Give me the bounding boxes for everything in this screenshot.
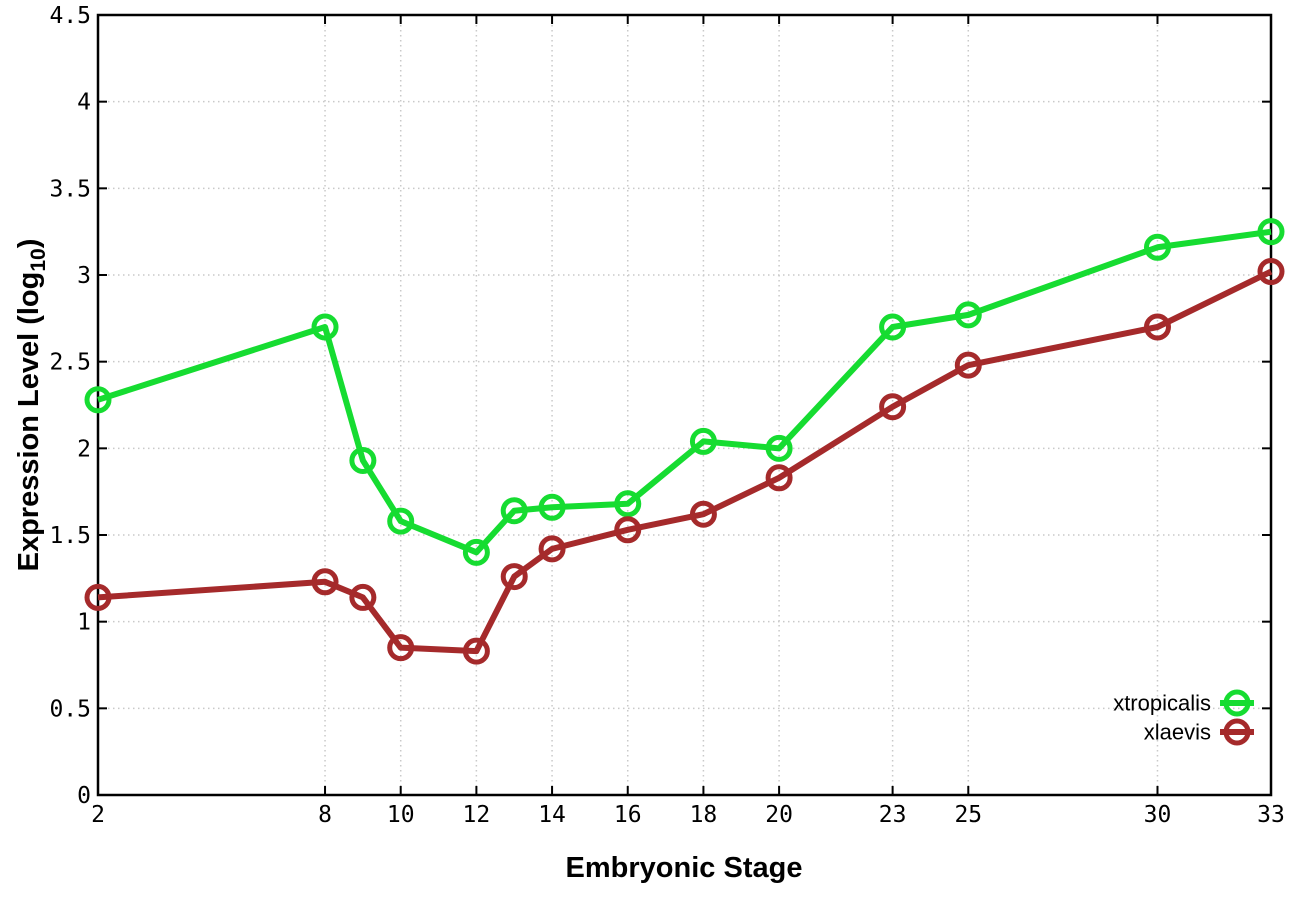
data-point-xtropicalis [689, 427, 717, 455]
data-point-xtropicalis [954, 301, 982, 329]
x-tick-label: 20 [765, 802, 793, 828]
y-axis-title: Expression Level (log10) [13, 239, 50, 572]
data-point-xtropicalis [1143, 233, 1171, 261]
x-tick-label: 2 [91, 802, 105, 828]
data-point-xtropicalis [765, 434, 793, 462]
data-point-xtropicalis [500, 497, 528, 525]
data-point-xlaevis [879, 393, 907, 421]
y-axis-title-subscript: 10 [27, 248, 50, 271]
data-series [84, 218, 1285, 665]
data-point-xlaevis [765, 464, 793, 492]
data-point-xlaevis [462, 637, 490, 665]
data-point-xtropicalis [349, 446, 377, 474]
x-axis-title: Embryonic Stage [566, 852, 803, 884]
x-tick-label: 10 [387, 802, 415, 828]
legend-sample-marker-xtropicalis [1223, 689, 1251, 717]
series-line-xlaevis [97, 268, 1273, 655]
tick-labels: 2 8 10 12 14 16 18 20 23 25 30 33 0 0.5 1 1.5 2 2.5 3 3.5 4 4… [49, 3, 1284, 828]
legend-label-xtropicalis: xtropicalis [1113, 691, 1211, 716]
data-point-xlaevis [1257, 258, 1285, 286]
y-tick-label: 3.5 [49, 176, 91, 202]
y-tick-label: 0.5 [49, 696, 91, 722]
data-point-xlaevis [84, 583, 112, 611]
data-point-xlaevis [538, 535, 566, 563]
x-tick-label: 23 [879, 802, 907, 828]
legend-label-xlaevis: xlaevis [1144, 720, 1211, 745]
x-tick-label: 14 [538, 802, 566, 828]
x-tick-label: 25 [954, 802, 982, 828]
data-point-xtropicalis [462, 538, 490, 566]
legend: xtropicalis xlaevis [1113, 689, 1254, 746]
y-tick-label: 1 [77, 610, 91, 636]
data-point-xlaevis [954, 351, 982, 379]
y-tick-label: 3 [77, 263, 91, 289]
y-tick-label: 4 [77, 90, 91, 116]
data-point-xlaevis [1143, 313, 1171, 341]
data-point-xlaevis [689, 500, 717, 528]
series-line-xtropicalis [97, 228, 1272, 556]
data-point-xtropicalis [538, 493, 566, 521]
y-tick-label: 0 [77, 783, 91, 809]
data-point-xtropicalis [84, 386, 112, 414]
data-point-xtropicalis [1257, 218, 1285, 246]
gridlines [98, 15, 1271, 795]
x-tick-label: 16 [614, 802, 642, 828]
data-point-xlaevis [614, 516, 642, 544]
data-point-xtropicalis [387, 507, 415, 535]
x-tick-label: 30 [1144, 802, 1172, 828]
data-point-xtropicalis [879, 313, 907, 341]
y-tick-label: 4.5 [49, 3, 91, 29]
data-point-xtropicalis [614, 490, 642, 518]
y-axis-title-main: Expression Level (log [13, 272, 45, 572]
x-tick-label: 18 [690, 802, 718, 828]
data-point-xlaevis [311, 568, 339, 596]
y-axis-title-close: ) [13, 239, 45, 249]
y-tick-label: 2.5 [49, 350, 91, 376]
legend-entry-xtropicalis: xtropicalis [1113, 689, 1254, 717]
x-tick-label: 12 [463, 802, 491, 828]
x-tick-label: 8 [318, 802, 332, 828]
data-point-xlaevis [387, 634, 415, 662]
axis-ticks [97, 14, 1272, 796]
y-tick-label: 2 [77, 436, 91, 462]
data-point-xtropicalis [311, 313, 339, 341]
legend-entry-xlaevis: xlaevis [1144, 718, 1254, 746]
x-tick-label: 33 [1257, 802, 1285, 828]
data-point-xlaevis [500, 563, 528, 591]
data-point-xlaevis [349, 583, 377, 611]
y-tick-label: 1.5 [49, 523, 91, 549]
legend-sample-marker-xlaevis [1223, 718, 1251, 746]
plot-border [96, 13, 1273, 797]
